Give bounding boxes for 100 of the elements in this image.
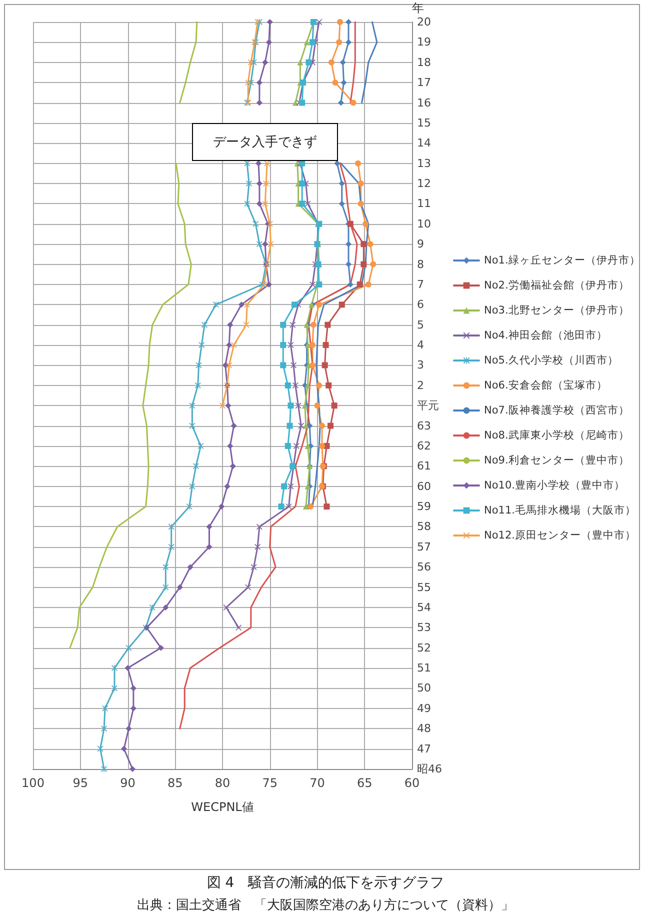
point — [201, 322, 208, 328]
point — [338, 100, 344, 106]
point — [226, 362, 232, 368]
point — [322, 362, 328, 368]
point — [243, 322, 250, 328]
point — [236, 624, 242, 631]
point — [290, 322, 296, 328]
point — [101, 726, 108, 732]
point — [284, 382, 291, 388]
point — [254, 544, 261, 550]
point — [256, 200, 262, 207]
y-tick-label: 49 — [417, 702, 431, 715]
point — [350, 100, 356, 106]
y-tick-label: 55 — [417, 580, 431, 594]
point — [318, 422, 325, 429]
legend-label: No8.武庫東小学校（尼崎市） — [484, 428, 630, 442]
point — [316, 382, 322, 388]
point — [189, 483, 196, 490]
point — [278, 504, 284, 510]
x-tick-label: 80 — [214, 776, 230, 790]
point — [212, 302, 219, 308]
y-tick-label: 50 — [417, 682, 431, 695]
point — [126, 644, 132, 651]
point — [298, 422, 304, 429]
y-tick-label: 58 — [417, 520, 431, 534]
legend-label: No2.労働福祉会館（伊丹市） — [484, 278, 630, 292]
y-tick-label: 57 — [417, 540, 431, 554]
point — [97, 746, 104, 752]
point — [111, 685, 118, 692]
point — [286, 422, 293, 429]
x-tick-label: 65 — [356, 776, 372, 790]
y-tick-label: 7 — [417, 278, 424, 291]
y-tick-label: 54 — [417, 600, 431, 614]
point — [293, 442, 300, 449]
legend-label: No4.神田会館（池田市） — [484, 328, 608, 342]
point — [288, 402, 294, 409]
point — [230, 422, 237, 429]
point — [263, 180, 270, 187]
point — [256, 241, 262, 248]
y-tick-label: 16 — [417, 96, 431, 110]
point — [196, 362, 202, 368]
point — [318, 442, 325, 449]
point — [268, 241, 274, 248]
point — [370, 261, 376, 268]
point — [314, 402, 320, 409]
point — [362, 220, 369, 227]
point — [266, 39, 272, 46]
x-tick-label: 100 — [22, 776, 44, 790]
y-tick-label: 2 — [417, 378, 424, 392]
point — [358, 180, 364, 187]
point — [367, 241, 374, 248]
text: 図 4 騒音の漸減的低下を示すグラフ — [206, 874, 446, 892]
point — [168, 544, 174, 550]
point — [338, 200, 345, 207]
point — [262, 200, 268, 207]
point — [299, 200, 306, 207]
y-tick-label: 10 — [417, 217, 431, 230]
point — [192, 463, 199, 470]
point — [111, 665, 118, 672]
point — [162, 564, 169, 570]
point — [306, 59, 312, 66]
y-tick-label: 61 — [417, 460, 431, 473]
point — [288, 483, 294, 490]
y-tick-label: 17 — [417, 76, 431, 90]
point — [336, 19, 343, 25]
point — [326, 382, 332, 388]
point — [328, 422, 334, 429]
legend-label: No10.豊南小学校（豊中市） — [484, 478, 625, 492]
point — [256, 100, 262, 106]
point — [336, 39, 342, 46]
point — [126, 726, 132, 732]
y-tick-label: 昭46 — [417, 762, 442, 776]
x-axis-title: WECPNL値 — [191, 800, 254, 814]
point — [266, 281, 272, 288]
point — [266, 19, 273, 25]
y-tick-label: 56 — [417, 560, 431, 574]
y-tick-label: 52 — [417, 641, 431, 654]
legend-label: No3.北野センター（伊丹市） — [484, 304, 630, 316]
point — [244, 302, 250, 308]
point — [324, 322, 331, 328]
y-tick-label: 48 — [417, 722, 431, 736]
point — [187, 564, 194, 570]
point — [332, 80, 338, 86]
point — [304, 39, 310, 46]
point — [280, 362, 286, 368]
legend-label: No1.緑ヶ丘センター（伊丹市） — [484, 254, 640, 266]
y-tick-label: 18 — [417, 56, 431, 69]
point — [338, 302, 345, 308]
point — [310, 342, 316, 348]
point — [220, 402, 226, 409]
point — [281, 483, 288, 490]
point — [194, 382, 201, 388]
point — [129, 766, 136, 772]
point — [245, 80, 252, 86]
point — [310, 281, 316, 288]
y-tick-label: 20 — [417, 16, 431, 28]
y-tick-label: 53 — [417, 621, 431, 634]
point — [324, 504, 330, 510]
point — [346, 261, 352, 268]
point — [224, 483, 230, 490]
